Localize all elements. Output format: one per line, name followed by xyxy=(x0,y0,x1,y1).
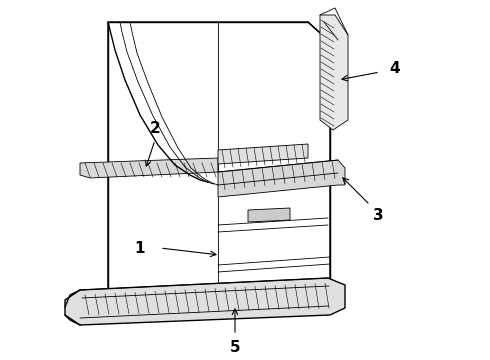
Polygon shape xyxy=(218,144,308,164)
Polygon shape xyxy=(108,22,330,315)
Polygon shape xyxy=(320,15,348,130)
Polygon shape xyxy=(248,208,290,222)
Text: 2: 2 xyxy=(149,121,160,135)
Polygon shape xyxy=(65,278,345,325)
Text: 3: 3 xyxy=(373,207,383,222)
Text: 1: 1 xyxy=(134,240,145,256)
Text: 5: 5 xyxy=(230,341,240,356)
Text: 4: 4 xyxy=(390,60,400,76)
Polygon shape xyxy=(80,158,218,178)
Polygon shape xyxy=(218,160,345,197)
